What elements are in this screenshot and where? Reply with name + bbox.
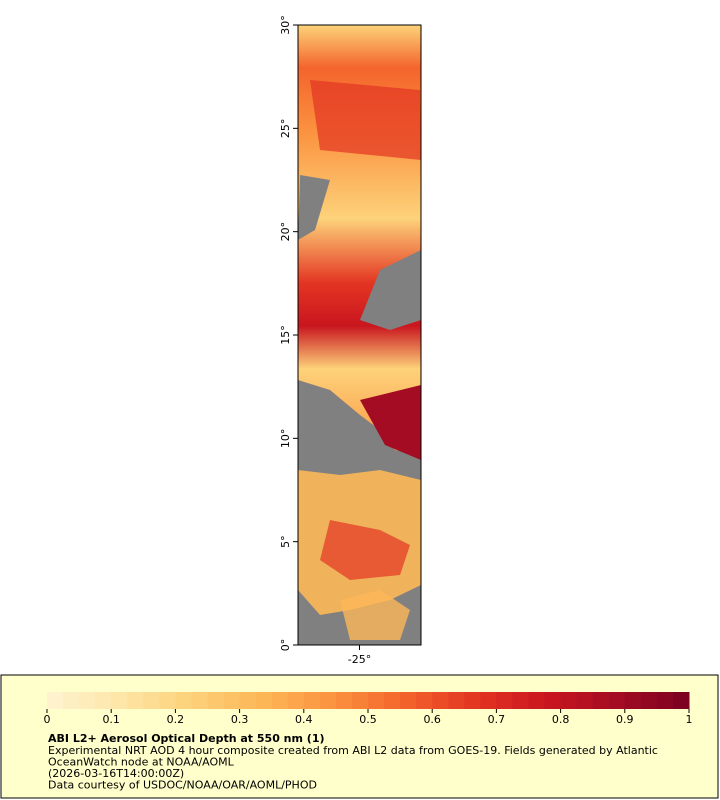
colorbar-swatch — [191, 692, 208, 709]
axes: 0° 5° 10° 15° 20° 25° 30° -25° — [279, 15, 371, 666]
colorbar-tick-label: 0.4 — [295, 713, 313, 726]
colorbar-swatch — [335, 692, 353, 709]
legend-line: (2026-03-16T14:00:00Z) — [48, 767, 184, 780]
colorbar-tick-label: 1 — [686, 713, 693, 726]
colorbar-swatch — [560, 692, 578, 709]
colorbar-tick-label: 0.8 — [552, 713, 570, 726]
y-tick-label: 5° — [279, 535, 292, 548]
colorbar-swatch — [287, 692, 305, 709]
colorbar-swatch — [303, 692, 321, 709]
colorbar-swatch — [608, 692, 626, 709]
x-tick-label: -25° — [348, 653, 371, 666]
colorbar-swatch — [47, 692, 64, 709]
colorbar-swatch — [175, 692, 192, 709]
y-tick-label: 0° — [279, 639, 292, 652]
colorbar-tick-label: 0.2 — [167, 713, 185, 726]
colorbar-swatch — [63, 692, 80, 709]
colorbar-swatch — [528, 692, 546, 709]
legend-title: ABI L2+ Aerosol Optical Depth at 550 nm … — [48, 732, 325, 745]
colorbar-swatch — [464, 692, 481, 709]
colorbar-swatch — [592, 692, 610, 709]
colorbar-swatch — [351, 692, 369, 709]
colorbar-swatch — [207, 692, 225, 709]
legend-line: OceanWatch node at NOAA/AOML — [48, 756, 235, 769]
colorbar-swatch — [384, 692, 401, 709]
colorbar-tick-label: 0.6 — [423, 713, 441, 726]
colorbar-swatch — [448, 692, 465, 709]
colorbar-tick-label: 0.1 — [102, 713, 120, 726]
colorbar-swatch — [544, 692, 562, 709]
colorbar-swatch — [656, 692, 674, 709]
colorbar-swatch — [159, 692, 176, 709]
colorbar-swatch — [672, 692, 690, 709]
colorbar-tick-label: 0.7 — [488, 713, 506, 726]
colorbar-swatch — [416, 692, 433, 709]
colorbar-swatch — [480, 692, 497, 709]
colorbar-swatch — [576, 692, 594, 709]
colorbar-tick-label: 0.3 — [231, 713, 249, 726]
colorbar-swatch — [368, 692, 385, 709]
colorbar-swatch — [271, 692, 289, 709]
y-tick-label: 20° — [279, 222, 292, 242]
y-tick-label: 15° — [279, 325, 292, 345]
colorbar-swatch — [319, 692, 337, 709]
colorbar-swatch — [223, 692, 241, 709]
legend-line: Experimental NRT AOD 4 hour composite cr… — [48, 744, 658, 757]
colorbar-swatch — [624, 692, 642, 709]
colorbar-swatch — [143, 692, 160, 709]
legend-line: Data courtesy of USDOC/NOAA/OAR/AOML/PHO… — [48, 779, 317, 792]
colorbar-swatch — [432, 692, 449, 709]
colorbar-swatch — [640, 692, 658, 709]
colorbar-swatch — [255, 692, 273, 709]
colorbar: 0 0.1 0.2 0.3 0.4 0.5 0.6 0.7 0.8 0.9 1 — [44, 692, 693, 726]
colorbar-tick-label: 0 — [44, 713, 51, 726]
colorbar-tick-label: 0.5 — [359, 713, 377, 726]
colorbar-swatch — [127, 692, 144, 709]
legend-lines: Experimental NRT AOD 4 hour composite cr… — [48, 744, 658, 792]
colorbar-swatch — [111, 692, 128, 709]
colorbar-swatch — [496, 692, 513, 709]
colorbar-swatch — [512, 692, 529, 709]
y-tick-label: 30° — [279, 15, 292, 35]
y-tick-label: 25° — [279, 119, 292, 139]
map-raster — [297, 24, 422, 646]
y-tick-label: 10° — [279, 429, 292, 449]
colorbar-swatch — [95, 692, 112, 709]
colorbar-swatch — [239, 692, 257, 709]
colorbar-tick-label: 0.9 — [616, 713, 634, 726]
colorbar-swatch — [400, 692, 417, 709]
colorbar-swatch — [79, 692, 96, 709]
